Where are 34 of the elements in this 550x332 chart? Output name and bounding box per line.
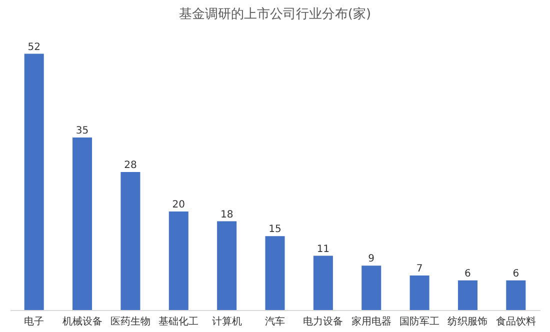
- data-label: 28: [124, 160, 137, 172]
- bar: [120, 172, 140, 310]
- data-label: 18: [220, 209, 234, 220]
- bar: [217, 221, 237, 310]
- data-label: 9: [368, 254, 375, 265]
- x-tick-label: 基础化工: [158, 316, 199, 328]
- x-tick-label: 电力设备: [303, 316, 344, 328]
- bar: [410, 276, 430, 310]
- x-tick-label: 电子: [24, 316, 44, 328]
- bar: [168, 211, 188, 310]
- x-tick-label: 纺织服饰: [448, 316, 488, 328]
- bar: [506, 280, 526, 310]
- x-tick-label: 汽车: [265, 316, 285, 328]
- data-label: 20: [172, 199, 186, 210]
- bar: [24, 54, 44, 310]
- data-label: 52: [28, 42, 40, 53]
- data-label: 6: [512, 268, 520, 280]
- data-label: 15: [268, 224, 282, 236]
- x-tick-label: 家用电器: [351, 316, 392, 328]
- data-label: 6: [464, 268, 471, 280]
- x-tick-label: 医药生物: [110, 316, 150, 328]
- x-tick-label: 国防军工: [400, 316, 440, 328]
- data-label: 11: [316, 244, 330, 255]
- data-label: 7: [416, 264, 423, 275]
- x-tick-label: 计算机: [212, 316, 242, 328]
- bar: [362, 266, 382, 310]
- bar: [458, 280, 478, 310]
- data-label: 35: [76, 126, 89, 137]
- x-tick-label: 机械设备: [62, 316, 102, 328]
- bar: [72, 138, 92, 310]
- x-tick-label: 食品饮料: [496, 316, 536, 328]
- bar: [313, 256, 333, 310]
- chart-title: 基金调研的上市公司行业分布(家): [178, 6, 372, 22]
- bar: [265, 236, 285, 310]
